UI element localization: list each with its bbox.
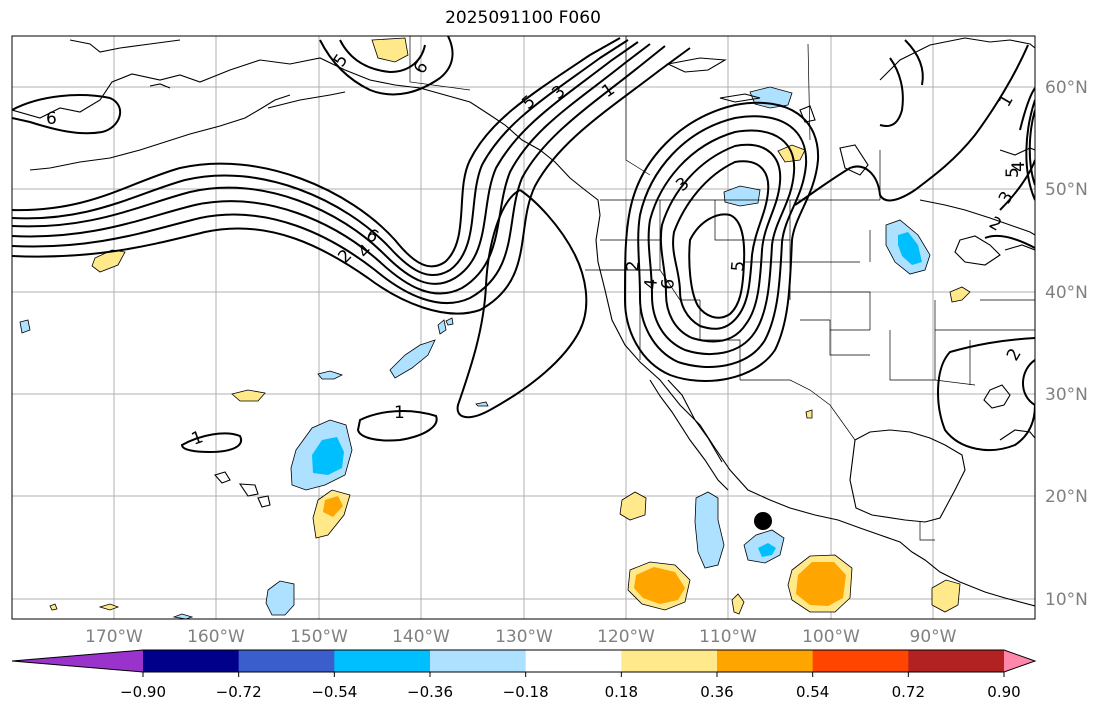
lon-label: 130°W [495,627,553,647]
lat-label: 40°N [1045,283,1088,303]
shaded-field [19,37,971,619]
colorbar-tick-label: −0.90 [120,683,166,701]
colorbar-extend-low [12,650,143,672]
colorbar-tick-label: −0.18 [503,683,549,701]
lon-label: 90°W [910,627,957,647]
lat-label: 10°N [1045,590,1088,610]
lat-label: 30°N [1045,385,1088,405]
colorbar-extend-high [1004,650,1035,672]
colorbar: −0.90 −0.72 −0.54 −0.36 −0.18 0.18 0.36 0.54 0.7… [11,649,1037,701]
colorbar-segment [812,650,909,672]
colorbar-segment [430,650,527,672]
lon-label: 160°W [187,627,245,647]
colorbar-tick-label: −0.54 [311,683,357,701]
coastlines [12,37,1035,607]
colorbar-tick-label: 0.72 [892,683,925,701]
lon-axis: 170°W 160°W 150°W 140°W 130°W 120°W 110°… [85,627,957,647]
lon-label: 140°W [392,627,450,647]
colorbar-segment [621,650,718,672]
lon-label: 100°W [802,627,860,647]
map-title: 2025091100 F060 [445,8,601,28]
colorbar-tick-label: 0.90 [987,683,1020,701]
lon-label: 170°W [85,627,143,647]
lon-label: 150°W [290,627,348,647]
colorbar-tick-label: 0.36 [700,683,733,701]
colorbar-segment [908,650,1005,672]
contour-label: 5 [728,260,749,273]
colorbar-segment [717,650,814,672]
contour-label: 4 [641,278,662,291]
contour-label: 4 [1009,161,1029,172]
contour-label: 6 [46,109,57,129]
colorbar-tick-label: −0.72 [216,683,262,701]
lat-label: 60°N [1045,78,1088,98]
contour-label: 6 [658,278,679,291]
colorbar-segment [143,650,240,672]
storm-center-marker [754,512,772,530]
lat-label: 50°N [1045,180,1088,200]
colorbar-segment [525,650,622,672]
colorbar-segment [238,650,335,672]
contour-label: 1 [394,403,405,423]
contours [12,36,1035,454]
colorbar-segment [334,650,431,672]
lat-axis: 60°N 50°N 40°N 30°N 20°N 10°N [1045,78,1088,610]
lon-label: 110°W [699,627,757,647]
colorbar-tick-label: 0.18 [605,683,638,701]
lon-label: 120°W [597,627,655,647]
contour-label: 2 [623,260,644,273]
plot-frame [11,35,1036,620]
contour-label: 5 [1003,167,1023,178]
colorbar-tick-label: 0.54 [796,683,829,701]
lat-label: 20°N [1045,487,1088,507]
colorbar-tick-label: −0.36 [407,683,453,701]
